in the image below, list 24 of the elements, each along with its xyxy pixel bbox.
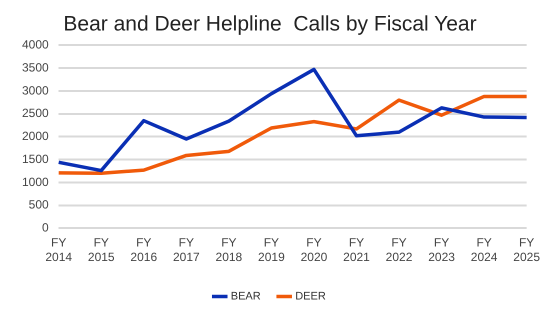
- y-tick-label: 1500: [22, 152, 50, 166]
- x-tick-label: FY 2014: [45, 236, 72, 264]
- y-tick-label: 0: [42, 220, 50, 235]
- y-tick-label: 3500: [22, 60, 50, 74]
- x-tick-label: FY 2018: [216, 236, 243, 264]
- x-tick-label: FY 2024: [470, 236, 498, 264]
- x-tick-label: FY 2015: [88, 236, 115, 264]
- x-tick-label: FY 2019: [258, 236, 286, 264]
- y-tick-label: 1000: [22, 174, 50, 189]
- x-tick-label: FY 2020: [300, 236, 328, 264]
- legend-label: DEER: [295, 290, 326, 303]
- x-tick-label: FY 2021: [343, 236, 370, 264]
- x-tick-label: FY 2023: [428, 236, 456, 264]
- legend-label: BEAR: [230, 290, 261, 303]
- y-tick-label: 4000: [22, 38, 50, 52]
- y-tick-label: 2000: [22, 129, 50, 144]
- y-tick-label: 3000: [22, 83, 50, 98]
- y-tick-label: 2500: [22, 106, 50, 120]
- chart-title: Bear and Deer Helpline Calls by Fiscal Year: [63, 12, 477, 36]
- x-tick-label: FY 2016: [130, 236, 158, 264]
- x-tick-label: FY 2022: [386, 236, 413, 264]
- x-tick-label: FY 2017: [172, 236, 200, 264]
- y-tick-label: 500: [28, 198, 50, 212]
- x-tick-label: FY 2025: [513, 236, 540, 264]
